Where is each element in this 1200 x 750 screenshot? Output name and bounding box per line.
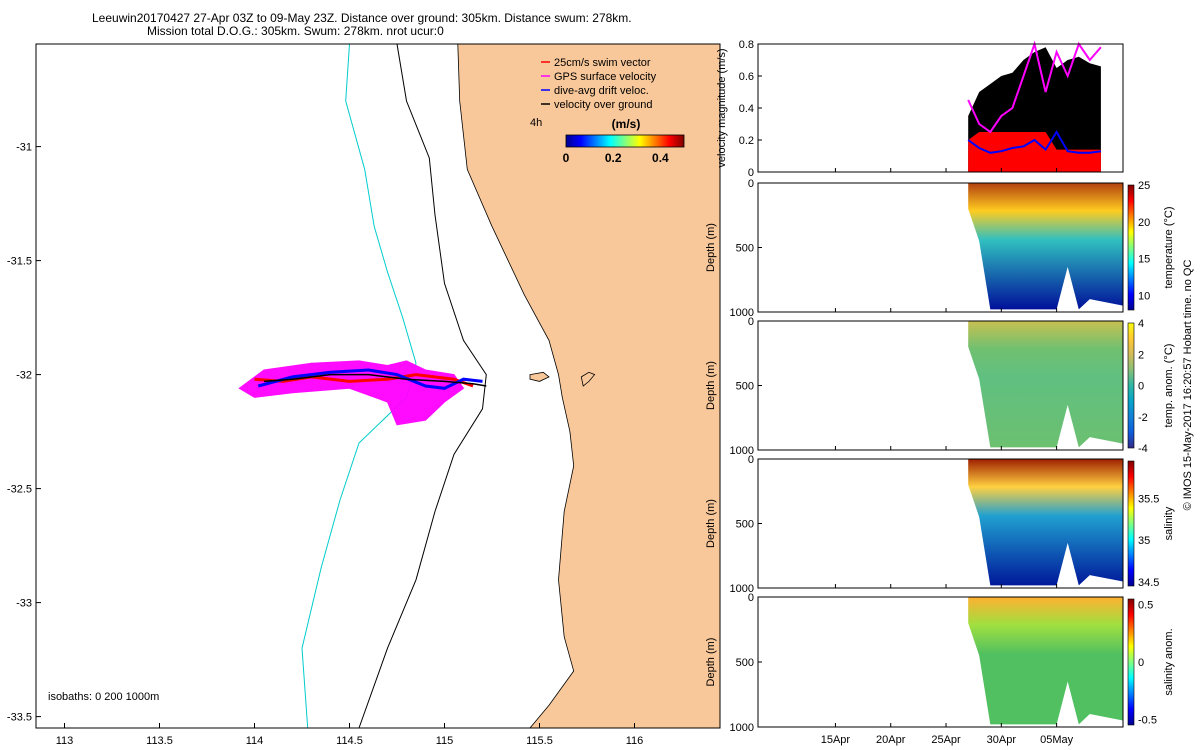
map-x-tick-label: 115.5 [526, 735, 553, 747]
salinity-colorbar-tick-label: 35 [1138, 535, 1150, 547]
salinity_anomaly-colorbar-label: salinity anom. [1163, 628, 1175, 695]
salinity-y-label: Depth (m) [705, 499, 717, 548]
map-colorbar-label: (m/s) [612, 117, 641, 131]
velocity-y-tick-label: 0.2 [739, 135, 754, 147]
temp_anomaly-y-tick-label: 1000 [730, 445, 754, 457]
temperature-section [968, 183, 1123, 310]
map-island-1 [580, 371, 596, 387]
salinity_anomaly-y-tick-label: 0 [748, 592, 754, 604]
map-y-tick-label: -33 [16, 598, 32, 610]
map-isobath-1000 [301, 43, 417, 729]
isobath-note: isobaths: 0 200 1000m [48, 691, 159, 703]
map-x-tick-label: 114 [246, 735, 264, 747]
temp_anomaly-colorbar-tick-label: 2 [1138, 349, 1144, 361]
salinity_anomaly-y-tick-label: 1000 [730, 722, 754, 734]
map-colorbar-tick-label: 0.4 [652, 151, 669, 165]
velocity-y-tick-label: 0.6 [739, 71, 754, 83]
salinity-y-tick-label: 0 [748, 454, 754, 466]
temp_anomaly-colorbar-tick-label: 4 [1138, 318, 1144, 330]
map-colorbar-tick-label: 0.2 [605, 151, 622, 165]
temperature-colorbar-tick-label: 20 [1138, 217, 1150, 229]
figure-title-line2: Mission total D.O.G.: 305km. Swum: 278km… [147, 24, 444, 38]
salinity-y-tick-label: 1000 [730, 583, 754, 595]
salinity-colorbar-label: salinity [1163, 506, 1175, 540]
temp_anomaly-y-tick-label: 0 [748, 316, 754, 328]
temperature-colorbar-label: temperature (°C) [1163, 206, 1175, 288]
temperature-colorbar [1127, 184, 1135, 311]
map-x-tick-label: 116 [626, 735, 644, 747]
date-tick-label: 05May [1040, 734, 1074, 746]
velocity-series-line-3 [967, 130, 1102, 154]
map-x-tick-label: 115 [436, 735, 454, 747]
map-x-tick-label: 114.5 [336, 735, 363, 747]
map-y-tick-label: -31 [16, 142, 32, 154]
legend-label: GPS surface velocity [554, 71, 657, 83]
legend-label: dive-avg drift veloc. [554, 85, 649, 97]
temp_anomaly-section [968, 321, 1123, 448]
map-swim-vector-track [254, 373, 474, 388]
map-y-tick-label: -32 [16, 370, 32, 382]
salinity-colorbar [1127, 460, 1135, 587]
temperature-y-tick-label: 0 [748, 178, 754, 190]
map-isobath-200 [358, 43, 487, 729]
map-island-0 [529, 371, 550, 382]
velocity-series-area-1 [968, 132, 1101, 172]
salinity_anomaly-section [968, 597, 1123, 725]
map-x-tick-label: 113 [56, 735, 74, 747]
salinity_anomaly-colorbar-tick-label: -0.5 [1138, 714, 1157, 726]
salinity_anomaly-y-tick-label: 500 [736, 657, 754, 669]
salinity-section [968, 459, 1123, 586]
temp_anomaly-colorbar-tick-label: -2 [1138, 412, 1148, 424]
salinity_anomaly-colorbar-tick-label: 0 [1138, 657, 1144, 669]
legend-interval-label: 4h [530, 117, 542, 129]
salinity-colorbar-tick-label: 35.5 [1138, 494, 1159, 506]
salinity_anomaly-colorbar-tick-label: 0.5 [1138, 600, 1153, 612]
salinity-colorbar-tick-label: 34.5 [1138, 577, 1159, 589]
map-y-tick-label: -33.5 [7, 712, 32, 724]
date-tick-label: 20Apr [876, 734, 906, 746]
temperature-colorbar-tick-label: 25 [1138, 180, 1150, 192]
salinity-y-tick-label: 500 [736, 519, 754, 531]
temperature-colorbar-tick-label: 15 [1138, 254, 1150, 266]
map-x-tick-label: 113.5 [146, 735, 173, 747]
date-tick-label: 15Apr [821, 734, 851, 746]
velocity-y-label: velocity magnitude (m/s) [716, 48, 728, 167]
legend-label: velocity over ground [554, 99, 652, 111]
date-tick-label: 30Apr [987, 734, 1017, 746]
map-colorbar-tick-label: 0 [563, 151, 570, 165]
figure-title-line1: Leeuwin20170427 27-Apr 03Z to 09-May 23Z… [92, 11, 632, 25]
temp_anomaly-y-label: Depth (m) [705, 361, 717, 410]
salinity_anomaly-y-label: Depth (m) [705, 638, 717, 687]
temp_anomaly-y-tick-label: 500 [736, 381, 754, 393]
temp_anomaly-colorbar-label: temp. anom. (°C) [1163, 344, 1175, 428]
map-y-tick-label: -32.5 [7, 484, 32, 496]
credit-text: © IMOS 15-May-2017 16:20:57 Hobart time.… [1182, 260, 1194, 511]
velocity-y-tick-label: 0.8 [739, 39, 754, 51]
temp_anomaly-colorbar [1127, 322, 1135, 449]
map-y-tick-label: -31.5 [7, 256, 32, 268]
map-ground-velocity-track [263, 373, 487, 387]
map-frame [35, 43, 721, 729]
velocity-y-tick-label: 0 [748, 167, 754, 179]
salinity_anomaly-colorbar [1127, 598, 1135, 726]
velocity-y-tick-label: 0.4 [739, 103, 754, 115]
temperature-y-tick-label: 1000 [730, 307, 754, 319]
map-colorbar [565, 134, 685, 148]
temp_anomaly-colorbar-tick-label: -4 [1138, 443, 1148, 455]
temperature-y-tick-label: 500 [736, 243, 754, 255]
date-tick-label: 25Apr [931, 734, 961, 746]
legend-label: 25cm/s swim vector [554, 57, 651, 69]
temperature-y-label: Depth (m) [705, 223, 717, 272]
temperature-colorbar-tick-label: 10 [1138, 290, 1150, 302]
temp_anomaly-colorbar-tick-label: 0 [1138, 381, 1144, 393]
